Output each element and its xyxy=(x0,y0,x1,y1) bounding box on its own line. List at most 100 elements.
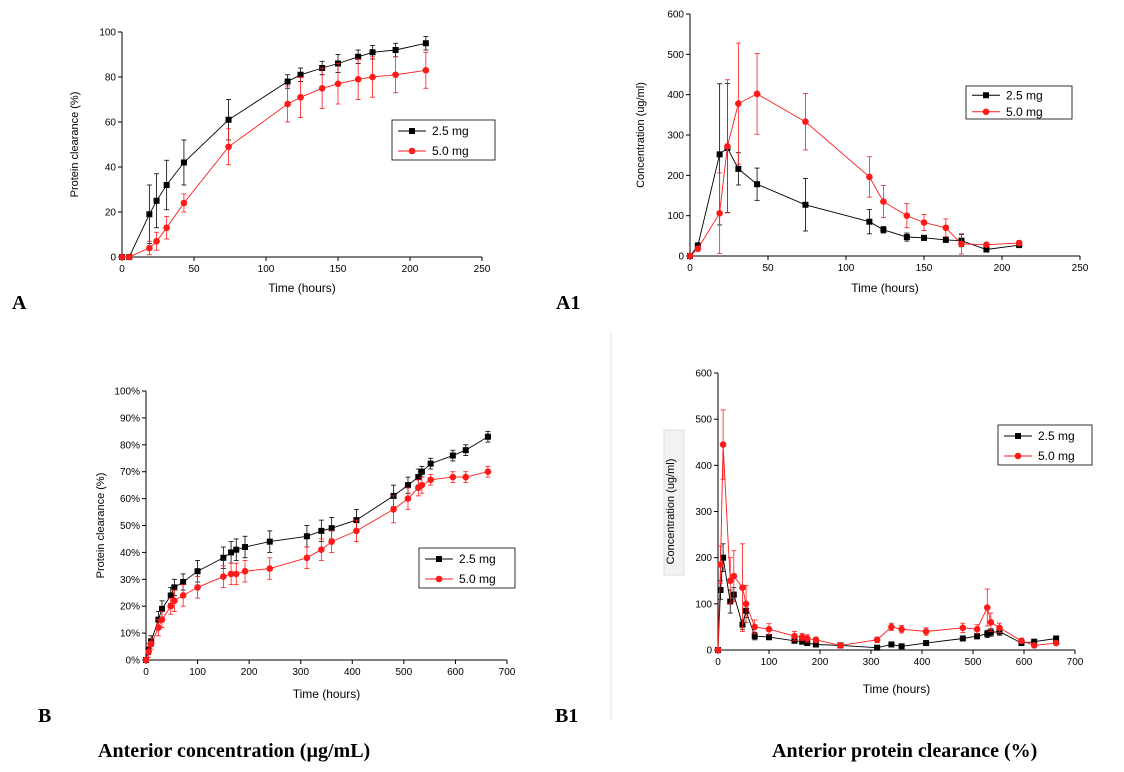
data-point xyxy=(318,528,324,534)
data-point xyxy=(405,482,411,488)
data-point xyxy=(329,525,335,531)
data-point xyxy=(220,573,227,580)
data-point xyxy=(687,253,694,260)
data-point xyxy=(369,74,376,81)
data-point xyxy=(220,555,226,561)
x-tick-label: 100 xyxy=(189,667,206,678)
data-point xyxy=(802,118,809,125)
data-point xyxy=(974,626,981,633)
data-point xyxy=(226,117,232,123)
data-point xyxy=(233,571,240,578)
x-tick-label: 50 xyxy=(762,263,774,274)
data-point xyxy=(423,40,429,46)
data-point xyxy=(1016,240,1023,247)
data-point xyxy=(485,434,491,440)
x-tick-label: 400 xyxy=(344,667,361,678)
data-point xyxy=(754,91,761,98)
x-tick-label: 700 xyxy=(1067,657,1084,668)
data-point xyxy=(983,241,990,248)
data-point xyxy=(1031,642,1038,649)
data-point xyxy=(171,584,177,590)
legend: 2.5 mg 5.0 mg xyxy=(998,425,1092,465)
y-tick-label: 40 xyxy=(105,163,117,174)
data-point xyxy=(284,101,291,108)
x-tick-label: 150 xyxy=(330,264,347,275)
x-tick-label: 250 xyxy=(474,264,491,275)
data-point xyxy=(304,554,311,561)
legend-marker xyxy=(409,128,415,134)
data-point xyxy=(731,573,738,580)
data-point xyxy=(880,198,887,205)
data-point xyxy=(724,143,731,150)
data-point xyxy=(751,624,758,631)
legend: 2.5 mg 5.0 mg xyxy=(419,548,515,588)
data-point xyxy=(695,245,702,252)
data-point xyxy=(353,528,360,535)
y-tick-label: 200 xyxy=(695,553,712,564)
legend-label: 5.0 mg xyxy=(1038,449,1075,463)
data-point xyxy=(167,603,174,610)
y-tick-label: 500 xyxy=(667,50,684,61)
y-tick-label: 600 xyxy=(695,369,712,380)
y-tick-label: 100 xyxy=(99,28,116,39)
x-axis-label: Time (hours) xyxy=(851,281,919,295)
data-point xyxy=(898,626,905,633)
data-point xyxy=(718,587,724,593)
data-point xyxy=(146,245,153,252)
y-tick-label: 90% xyxy=(120,413,140,424)
data-point xyxy=(943,224,950,231)
data-point xyxy=(148,641,155,648)
data-point xyxy=(146,211,152,217)
data-point xyxy=(921,219,928,226)
data-point xyxy=(180,592,187,599)
data-point xyxy=(904,234,910,240)
data-point xyxy=(285,79,291,85)
y-tick-label: 500 xyxy=(695,415,712,426)
data-point xyxy=(988,619,995,626)
data-point xyxy=(180,579,186,585)
data-point xyxy=(390,506,397,513)
data-point xyxy=(225,143,232,150)
x-tick-label: 200 xyxy=(812,657,829,668)
y-axis-label: Protein clearance (%) xyxy=(95,473,107,579)
x-tick-label: 50 xyxy=(188,264,200,275)
data-point xyxy=(715,647,722,654)
y-tick-label: 0 xyxy=(110,253,116,264)
x-tick-label: 150 xyxy=(916,263,933,274)
y-tick-label: 400 xyxy=(667,90,684,101)
y-tick-label: 10% xyxy=(120,629,140,640)
data-point xyxy=(450,474,457,481)
legend-marker xyxy=(1015,453,1022,460)
y-tick-label: 400 xyxy=(695,461,712,472)
data-point xyxy=(717,151,723,157)
data-point xyxy=(874,645,880,651)
data-point xyxy=(904,212,911,219)
data-point xyxy=(923,640,929,646)
data-point xyxy=(996,625,1003,632)
data-point xyxy=(143,657,150,664)
y-tick-label: 70% xyxy=(120,467,140,478)
series-2-5-mg xyxy=(715,544,1059,653)
data-point xyxy=(423,67,430,74)
legend-label: 2.5 mg xyxy=(459,552,496,566)
data-point xyxy=(126,254,133,261)
data-point xyxy=(1018,637,1025,644)
x-tick-label: 0 xyxy=(715,657,721,668)
y-tick-label: 300 xyxy=(695,507,712,518)
data-point xyxy=(866,219,872,225)
y-tick-label: 80% xyxy=(120,440,140,451)
data-point xyxy=(837,642,844,649)
data-point xyxy=(958,241,965,248)
y-tick-label: 100 xyxy=(695,599,712,610)
data-point xyxy=(153,238,160,245)
data-point xyxy=(181,160,187,166)
x-tick-label: 500 xyxy=(965,657,982,668)
data-point xyxy=(813,637,820,644)
data-point xyxy=(866,174,873,181)
legend: 2.5 mg 5.0 mg xyxy=(392,120,495,160)
y-tick-label: 80 xyxy=(105,73,117,84)
y-tick-label: 50% xyxy=(120,521,140,532)
data-point xyxy=(717,561,724,568)
data-point xyxy=(171,598,178,605)
y-axis-label: Concentration (ug/ml) xyxy=(635,82,647,188)
